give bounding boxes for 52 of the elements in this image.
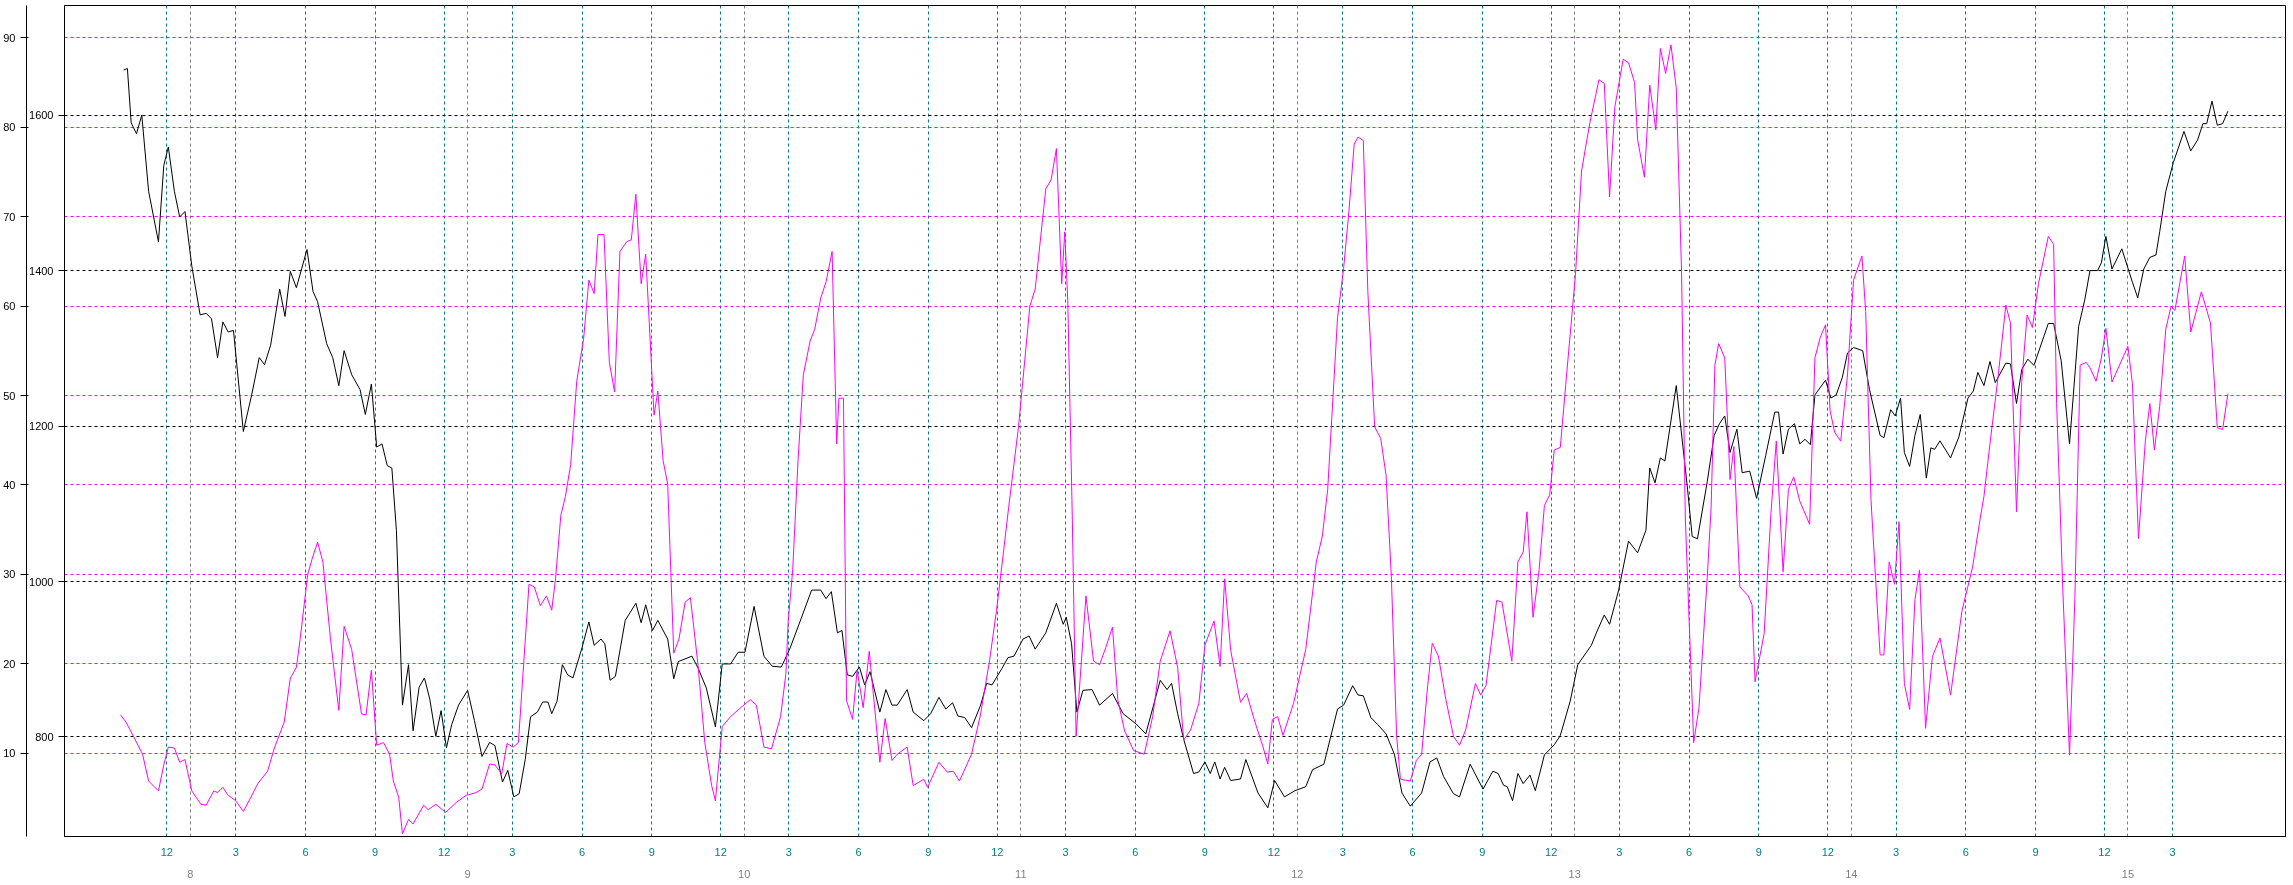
x-tick-label: 6	[578, 845, 586, 858]
x-tick-label: 3	[1892, 845, 1900, 858]
y2-tick-label: 80	[3, 121, 16, 134]
x-tick-label: 12	[438, 845, 451, 858]
x-tick-label: 3	[785, 845, 792, 858]
x-tick-label: 6	[1409, 845, 1416, 858]
x-tick-label: 3	[1616, 845, 1623, 858]
x-tick-label: 12	[1545, 845, 1558, 858]
x-tick-label: 3	[509, 845, 516, 858]
x-tick-label: 3	[2169, 845, 2176, 858]
x-tick-label: 3	[1062, 845, 1069, 858]
y2-tick-label: 40	[3, 478, 16, 491]
y-tick-label: 1400	[29, 264, 54, 277]
x-tick-label: 12	[2098, 845, 2111, 858]
x2-tick-label: 11	[1015, 867, 1027, 880]
y-tick-label: 1200	[29, 420, 54, 433]
x2-tick-label: 10	[738, 867, 751, 880]
y2-tick-label: 90	[3, 31, 16, 44]
x-tick-label: 6	[1962, 845, 1969, 858]
x-tick-label: 12	[714, 845, 727, 858]
x-tick-label: 9	[1755, 845, 1762, 858]
x-tick-label: 9	[648, 845, 655, 858]
x-tick-label: 12	[1821, 845, 1834, 858]
y2-tick-label: 20	[3, 657, 16, 670]
x-tick-label: 6	[302, 845, 309, 858]
x2-tick-label: 12	[1291, 867, 1304, 880]
y-tick-label: 800	[35, 731, 54, 743]
x2-tick-label: 8	[187, 867, 194, 880]
y2-tick-label: 30	[3, 568, 16, 581]
x-tick-label: 12	[160, 845, 173, 858]
x-tick-label: 9	[1201, 845, 1208, 858]
x-tick-label: 9	[372, 845, 379, 858]
x-tick-label: 6	[855, 845, 862, 858]
x-tick-label: 12	[991, 845, 1004, 858]
y2-tick-label: 10	[3, 747, 16, 760]
x-tick-label: 6	[1686, 845, 1693, 858]
x2-tick-label: 9	[464, 867, 471, 880]
y2-tick-label: 70	[3, 210, 16, 223]
x-tick-label: 3	[1339, 845, 1346, 858]
y-tick-label: 1000	[29, 575, 54, 588]
x-tick-label: 9	[2032, 845, 2039, 858]
x-tick-label: 12	[1267, 845, 1281, 858]
x-tick-label: 9	[1479, 845, 1486, 858]
y-tick-label: 1600	[29, 109, 54, 122]
y2-tick-label: 50	[3, 389, 16, 402]
x2-tick-label: 13	[1568, 867, 1581, 880]
x-tick-label: 6	[1132, 845, 1139, 858]
x-tick-label: 9	[925, 845, 932, 858]
y2-tick-label: 60	[3, 300, 16, 313]
x2-tick-label: 15	[2121, 867, 2135, 880]
x2-tick-label: 14	[1845, 867, 1858, 880]
x-tick-label: 3	[232, 845, 239, 858]
